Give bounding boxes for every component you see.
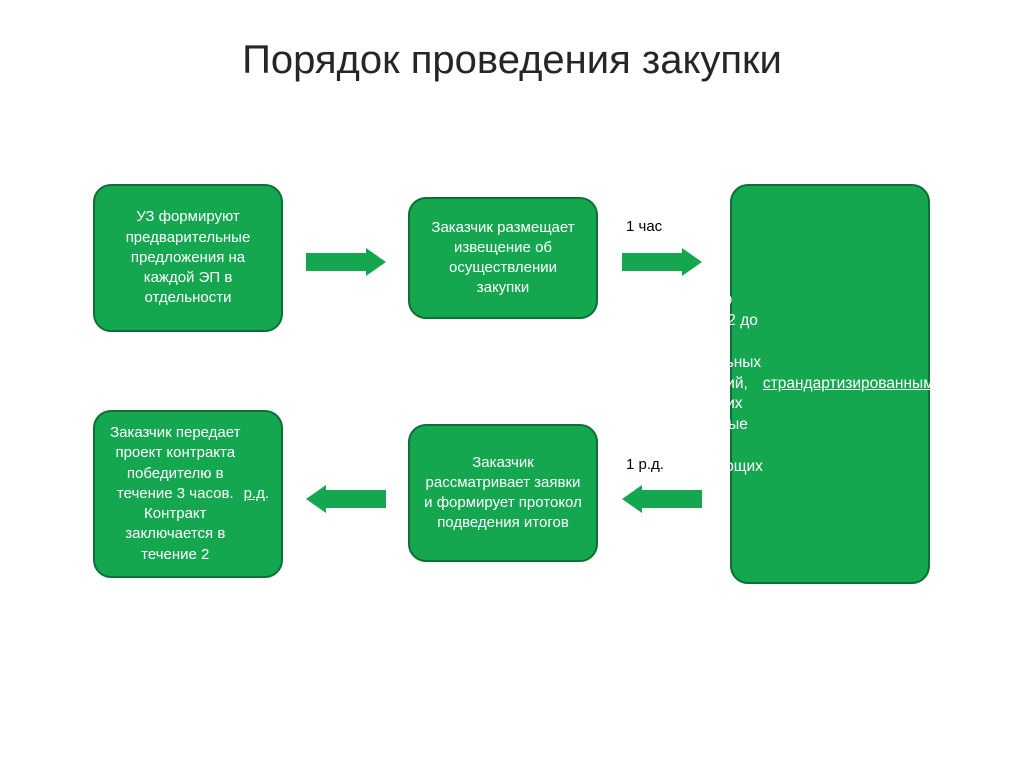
flowchart-node-n2: Заказчик размещает извещение об осуществ… — [408, 197, 598, 319]
flowchart-node-n4: Заказчик рассматривает заявки и формируе… — [408, 424, 598, 562]
page-title: Порядок проведения закупки — [0, 38, 1024, 83]
flowchart-arrow-0 — [306, 248, 386, 276]
flowchart-arrow-3 — [306, 485, 386, 513]
flowchart-arrow-label-1: 1 час — [626, 218, 662, 235]
flowchart-node-n5: Заказчик передает проект контракта побед… — [93, 410, 283, 578]
flowchart-arrow-1 — [622, 248, 702, 276]
flowchart-node-n3: Оператор передает от 2 до 5 предваритель… — [730, 184, 930, 584]
flowchart-node-n1: УЗ формируют предварительные предложения… — [93, 184, 283, 332]
flowchart-arrow-2 — [622, 485, 702, 513]
flowchart-arrow-label-2: 1 р.д. — [626, 456, 664, 473]
